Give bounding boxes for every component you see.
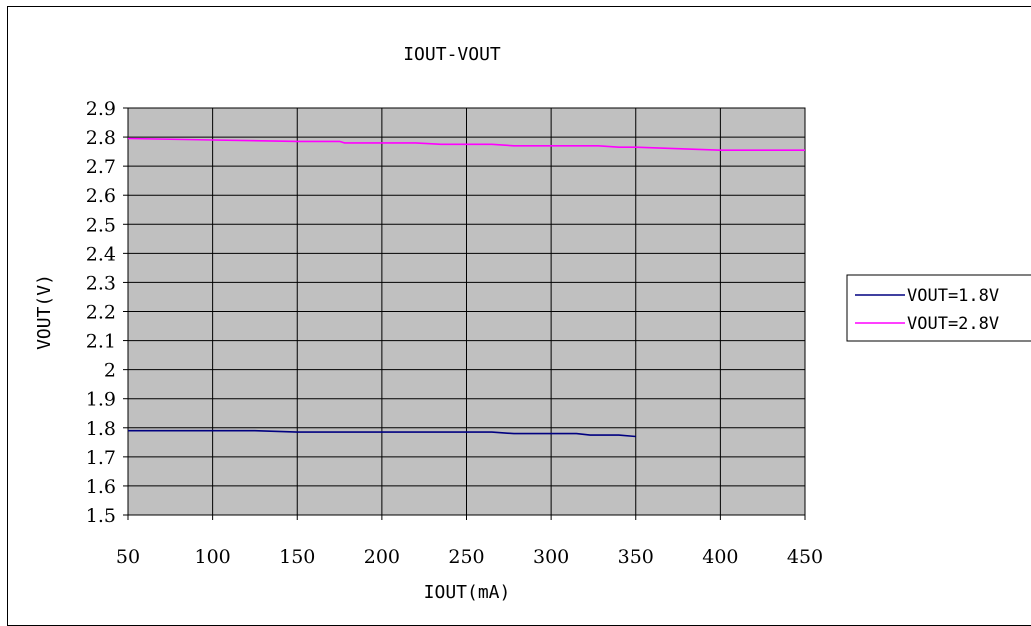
x-tick-labels: 50 100 150 200 250 300 350 400 450 [116, 546, 823, 568]
y-tick-label: 2.2 [86, 302, 116, 324]
y-tick-label: 2.8 [86, 127, 116, 149]
legend-label-1: VOUT=1.8V [907, 286, 999, 306]
x-tick-label: 350 [618, 546, 654, 568]
y-tick-label: 1.7 [86, 447, 116, 469]
y-tick-label: 1.6 [86, 476, 116, 498]
x-tick-label: 400 [702, 546, 738, 568]
chart-title: IOUT-VOUT [403, 44, 501, 65]
legend-box [846, 274, 1031, 342]
legend: VOUT=1.8V VOUT=2.8V [846, 274, 1031, 342]
y-tick-labels: 1.5 1.6 1.7 1.8 1.9 2 2.1 2.2 2.3 2.4 2.5 2.6 2.7 2.8… [86, 98, 116, 527]
grid-lines [123, 107, 806, 520]
y-tick-label: 1.5 [86, 505, 116, 527]
y-tick-label: 2.9 [86, 98, 116, 120]
y-tick-label: 1.9 [86, 389, 116, 411]
x-tick-label: 300 [533, 546, 569, 568]
x-tick-label: 100 [194, 546, 230, 568]
y-tick-label: 2.3 [86, 272, 116, 294]
y-tick-label: 2.6 [86, 185, 116, 207]
x-tick-label: 50 [116, 546, 140, 568]
x-tick-label: 200 [364, 546, 400, 568]
y-tick-label: 2.1 [86, 331, 116, 353]
series-lines [127, 137, 805, 438]
y-axis-label: VOUT(V) [34, 274, 55, 350]
x-tick-label: 150 [279, 546, 315, 568]
y-tick-label: 2.5 [86, 214, 116, 236]
y-tick-label: 2 [104, 360, 116, 382]
legend-label-2: VOUT=2.8V [907, 314, 999, 334]
y-tick-label: 2.4 [86, 243, 116, 265]
y-tick-label: 2.7 [86, 156, 116, 178]
y-tick-label: 1.8 [86, 418, 116, 440]
x-tick-label: 450 [787, 546, 823, 568]
x-tick-label: 250 [448, 546, 484, 568]
series-line-2 [127, 137, 805, 151]
series-line-1 [128, 429, 636, 438]
x-axis-label: IOUT(mA) [424, 582, 511, 603]
